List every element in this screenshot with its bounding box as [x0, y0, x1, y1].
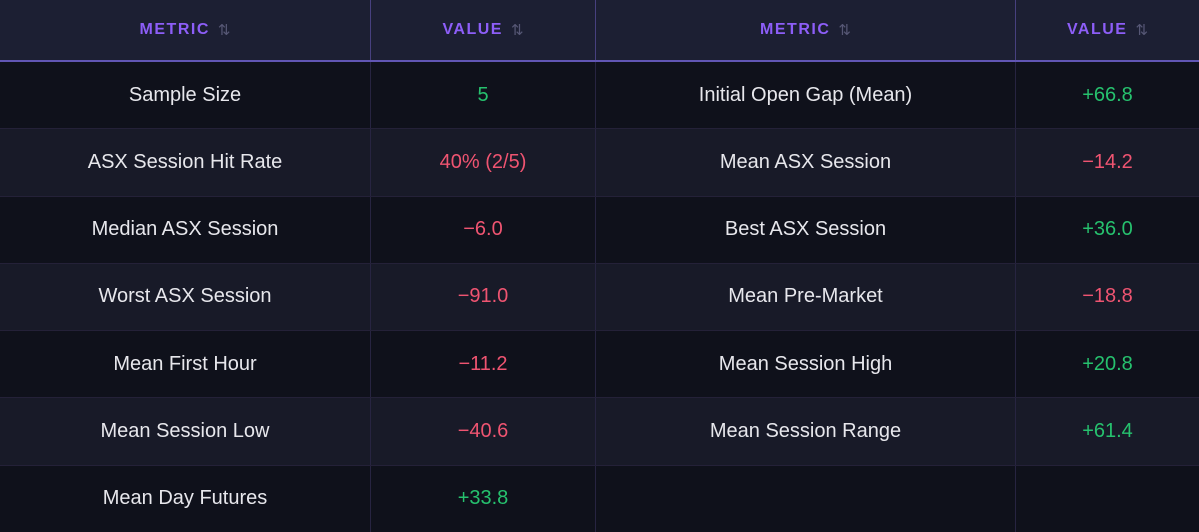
metric-cell: Worst ASX Session: [0, 263, 371, 331]
sort-icon[interactable]: ⇅: [217, 21, 231, 39]
metric-cell: [596, 465, 1016, 532]
value-text: −91.0: [457, 285, 509, 308]
table-row: Median ASX Session −6.0 Best ASX Session…: [0, 195, 1199, 263]
value-cell: [1016, 466, 1199, 532]
value-cell: +36.0: [1016, 197, 1199, 263]
header-metric-right[interactable]: METRIC ⇅: [596, 0, 1016, 60]
value-cell: +61.4: [1016, 398, 1199, 464]
value-text: −6.0: [463, 218, 503, 241]
value-text: +20.8: [1082, 352, 1133, 375]
metric-cell: Mean Pre-Market: [596, 263, 1016, 331]
metric-cell: Median ASX Session: [0, 196, 371, 263]
metric-cell: Mean Session High: [596, 331, 1016, 398]
header-metric-left[interactable]: METRIC ⇅: [0, 0, 371, 60]
value-text: +33.8: [457, 487, 509, 510]
value-cell: −6.0: [371, 196, 596, 263]
sort-icon[interactable]: ⇅: [1135, 21, 1149, 39]
value-cell: 5: [371, 62, 596, 129]
header-label: METRIC: [139, 21, 210, 38]
metric-cell: Mean Session Low: [0, 398, 371, 465]
metric-cell: Sample Size: [0, 62, 371, 129]
header-value-left[interactable]: VALUE ⇅: [371, 0, 596, 60]
table-row: Mean Session Low −40.6 Mean Session Rang…: [0, 397, 1199, 465]
value-cell: +20.8: [1016, 331, 1199, 397]
metric-cell: ASX Session Hit Rate: [0, 129, 371, 196]
metric-cell: Mean Session Range: [596, 398, 1016, 465]
table-header-row: METRIC ⇅ VALUE ⇅ METRIC ⇅ VALUE ⇅: [0, 0, 1199, 62]
table-row: Sample Size 5 Initial Open Gap (Mean) +6…: [0, 62, 1199, 129]
header-value-right[interactable]: VALUE ⇅: [1016, 0, 1199, 60]
value-text: +36.0: [1082, 218, 1133, 241]
metric-cell: Mean Day Futures: [0, 465, 371, 532]
header-label: VALUE: [442, 21, 503, 38]
value-text: 40% (2/5): [439, 150, 527, 173]
metric-cell: Mean First Hour: [0, 331, 371, 398]
value-cell: +33.8: [371, 465, 596, 532]
table-row: ASX Session Hit Rate 40% (2/5) Mean ASX …: [0, 128, 1199, 196]
value-text: +66.8: [1082, 83, 1133, 106]
value-cell: +66.8: [1016, 62, 1199, 128]
sort-icon[interactable]: ⇅: [838, 21, 851, 39]
header-label: VALUE: [1066, 21, 1128, 38]
metric-cell: Best ASX Session: [596, 196, 1016, 263]
value-cell: −11.2: [371, 331, 596, 398]
metric-cell: Mean ASX Session: [596, 129, 1016, 196]
value-cell: −40.6: [371, 398, 596, 465]
value-cell: −91.0: [371, 263, 596, 331]
value-cell: −14.2: [1016, 129, 1199, 195]
value-cell: 40% (2/5): [371, 129, 596, 196]
value-text: 5: [477, 83, 489, 106]
value-text: −11.2: [458, 352, 508, 375]
value-text: −40.6: [457, 420, 509, 443]
sort-icon[interactable]: ⇅: [510, 21, 524, 39]
value-text: −18.8: [1082, 285, 1133, 308]
value-cell: −18.8: [1016, 264, 1199, 330]
table-row: Mean Day Futures +33.8: [0, 464, 1199, 532]
metric-cell: Initial Open Gap (Mean): [596, 62, 1016, 129]
table-row: Worst ASX Session −91.0 Mean Pre-Market …: [0, 262, 1199, 331]
header-label: METRIC: [760, 21, 831, 38]
table-body: Sample Size 5 Initial Open Gap (Mean) +6…: [0, 62, 1199, 532]
table-row: Mean First Hour −11.2 Mean Session High …: [0, 330, 1199, 398]
value-text: −14.2: [1082, 150, 1133, 173]
value-text: +61.4: [1082, 420, 1133, 443]
